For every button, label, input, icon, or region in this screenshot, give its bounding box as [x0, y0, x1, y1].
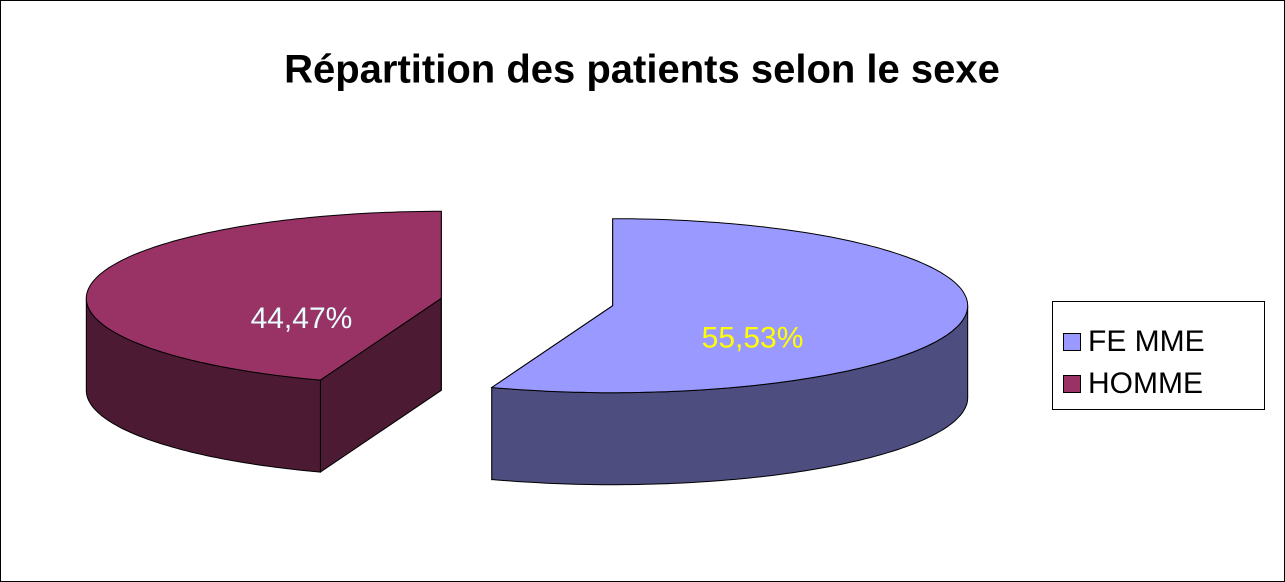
chart-title: Répartition des patients selon le sexe	[284, 48, 1000, 92]
slice-top	[490, 218, 969, 394]
data-label: 55,53%	[702, 322, 804, 355]
legend-label: HOMME	[1088, 367, 1203, 400]
legend-swatch	[1063, 333, 1081, 351]
legend-label: FE MME	[1088, 325, 1205, 358]
pie-slice	[85, 210, 442, 474]
legend-swatch	[1063, 375, 1081, 393]
legend-box	[1052, 301, 1265, 410]
slice-top	[85, 210, 442, 381]
pie-slice	[490, 218, 969, 486]
data-label: 44,47%	[251, 302, 353, 335]
